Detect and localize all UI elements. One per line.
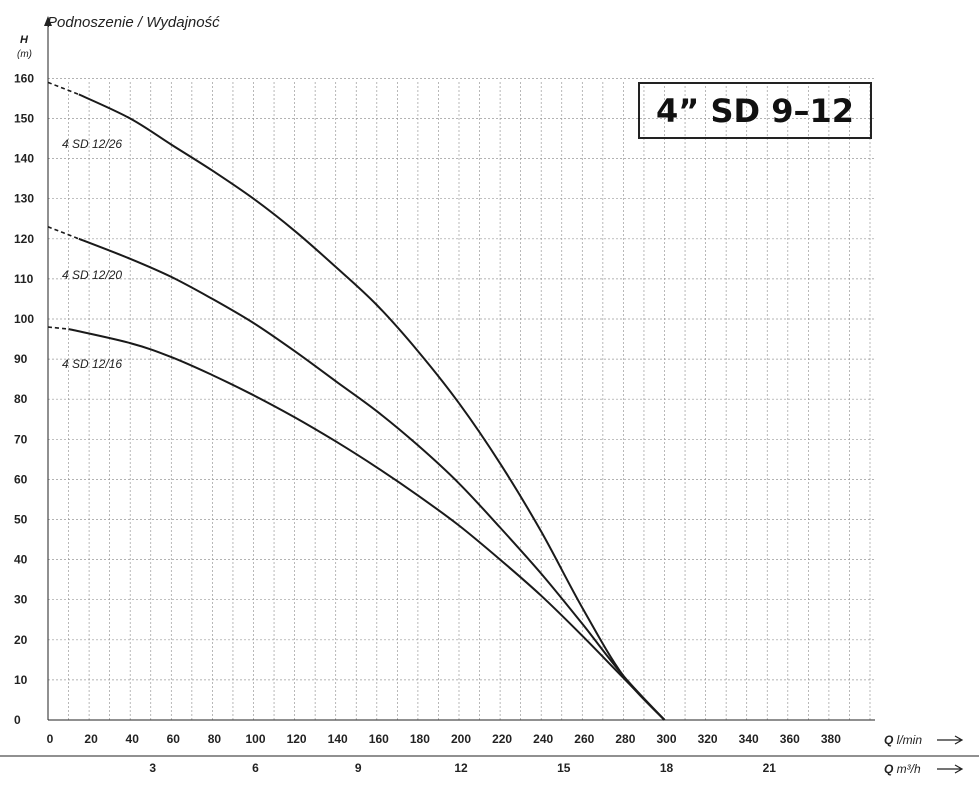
model-label-box: 4” SD 9–12: [638, 82, 872, 139]
x2-tick-label: 15: [557, 761, 571, 775]
x-tick-label: 40: [126, 732, 140, 746]
x-tick-label: 180: [410, 732, 430, 746]
y-tick-label: 80: [14, 392, 28, 406]
y-tick-label: 40: [14, 553, 28, 567]
curve-dashed-3: [47, 326, 69, 330]
y-axis-label: H: [20, 34, 28, 46]
y-tick-label: 160: [14, 71, 34, 85]
x2-tick-label: 21: [763, 761, 777, 775]
x-tick-label: 280: [615, 732, 635, 746]
y-tick-label: 120: [14, 232, 34, 246]
x-tick-label: 100: [245, 732, 265, 746]
page-title: Podnoszenie / Wydajność: [47, 14, 220, 31]
y-axis-arrow-icon: [44, 16, 52, 26]
x2-tick-label: 12: [454, 761, 468, 775]
series-label: 4 SD 12/16: [62, 357, 122, 371]
y-tick-label: 110: [14, 272, 34, 286]
y-tick-label: 140: [14, 152, 34, 166]
x-tick-label: 360: [780, 732, 800, 746]
series-label: 4 SD 12/26: [62, 137, 122, 151]
x-tick-label: 140: [328, 732, 348, 746]
x-tick-label: 220: [492, 732, 512, 746]
x-tick-label: 260: [574, 732, 594, 746]
x2-tick-label: 6: [252, 761, 259, 775]
series-label: 4 SD 12/20: [62, 268, 122, 282]
y-tick-label: 10: [14, 673, 28, 687]
x2-axis-arrow-icon: [937, 764, 964, 774]
curve-2: [78, 237, 666, 721]
pump-curves: [47, 81, 666, 721]
x-tick-label: 0: [47, 732, 54, 746]
curve-dashed-2: [47, 226, 80, 240]
x-tick-label: 300: [656, 732, 676, 746]
y-tick-label: 20: [14, 633, 28, 647]
curve-dashed-1: [47, 81, 80, 96]
y-tick-label: 0: [14, 713, 21, 727]
chart-grid: [48, 78, 875, 720]
x-tick-label: 240: [533, 732, 553, 746]
y-tick-label: 130: [14, 192, 34, 206]
x-tick-label: 80: [208, 732, 222, 746]
x2-axis-unit-label: Q m³/h: [884, 762, 921, 776]
axis-ticks: 0102030405060708090100110120130140150160…: [14, 71, 964, 776]
x-tick-label: 120: [287, 732, 307, 746]
y-tick-label: 150: [14, 112, 34, 126]
chart-axes: [0, 16, 979, 757]
y-axis-unit: (m): [17, 49, 32, 60]
x2-tick-label: 3: [149, 761, 156, 775]
x-tick-label: 380: [821, 732, 841, 746]
y-tick-label: 50: [14, 513, 28, 527]
y-tick-label: 90: [14, 352, 28, 366]
x-tick-label: 60: [167, 732, 181, 746]
y-tick-label: 30: [14, 593, 28, 607]
y-tick-label: 100: [14, 312, 34, 326]
x-tick-label: 20: [84, 732, 98, 746]
curve-3: [68, 328, 666, 721]
y-tick-label: 60: [14, 472, 28, 486]
curve-1: [78, 93, 666, 721]
x2-tick-label: 9: [355, 761, 362, 775]
x-tick-label: 320: [698, 732, 718, 746]
x2-tick-label: 18: [660, 761, 674, 775]
x-axis-arrow-icon: [937, 735, 964, 745]
x-tick-label: 340: [739, 732, 759, 746]
y-tick-label: 70: [14, 432, 28, 446]
series-labels: 4 SD 12/26 4 SD 12/20 4 SD 12/16: [62, 137, 122, 371]
x-tick-label: 160: [369, 732, 389, 746]
x-tick-label: 200: [451, 732, 471, 746]
x-axis-unit-label: Q l/min: [884, 733, 922, 747]
